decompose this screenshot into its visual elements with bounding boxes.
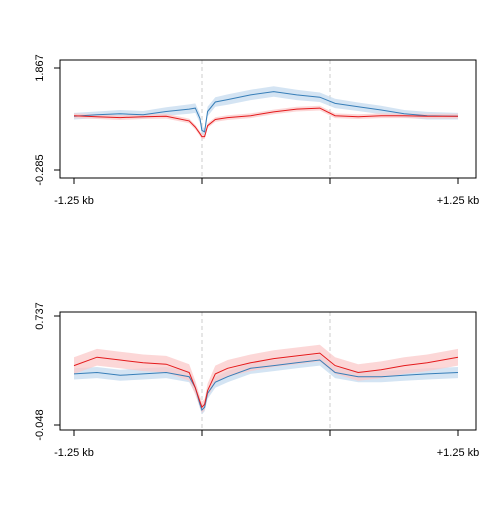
x-tick-label: -1.25 kb [54,447,94,459]
plot-frame [59,59,477,179]
y-tick-label: -0.048 [34,409,46,440]
series-line-1 [73,359,459,411]
y-tick-label: 0.737 [34,302,46,330]
series-line-2 [73,107,458,138]
series-line-2 [73,352,459,409]
chart-panel-1: -1.25 kb +1.25 kb 1.867 -0.285 [34,54,479,207]
series-band-1 [74,86,458,136]
plot-frame [59,311,477,431]
series-line-1 [73,91,459,133]
y-tick-label: -0.285 [34,154,46,185]
chart-panel-2: -1.25 kb +1.25 kb 0.737 -0.048 [34,302,479,459]
x-tick-label: +1.25 kb [437,447,480,459]
y-tick-label: 1.867 [34,54,46,82]
x-tick-label: -1.25 kb [54,195,94,207]
series-band-2 [74,344,458,413]
series-band-2 [74,105,458,139]
x-tick-label: +1.25 kb [437,195,480,207]
